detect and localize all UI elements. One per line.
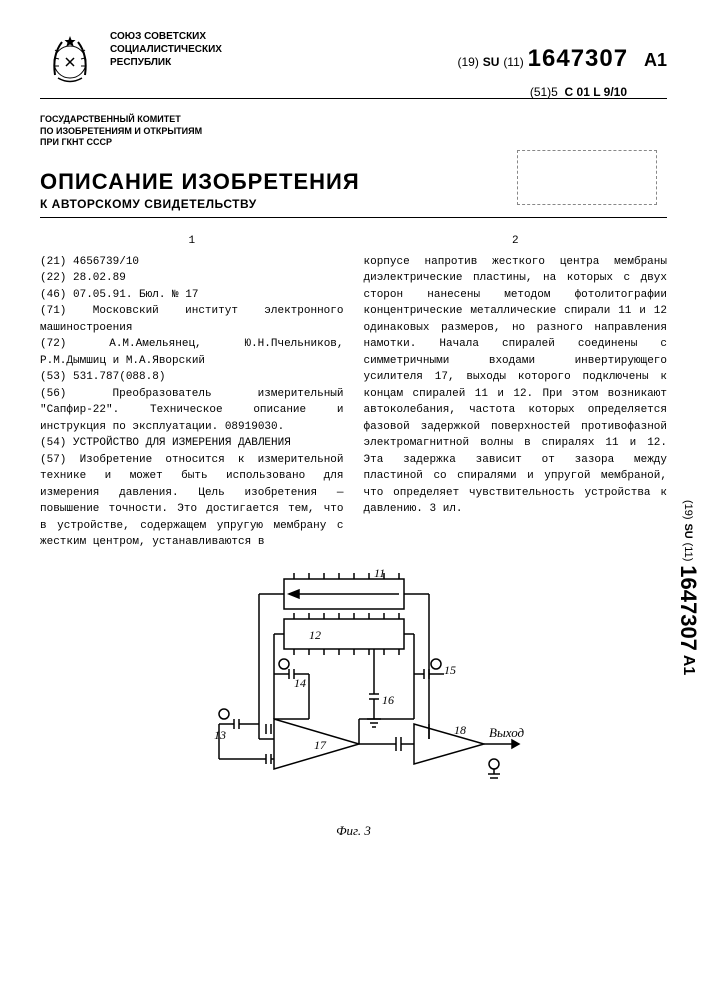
pub-prefix: (19) bbox=[458, 55, 479, 69]
class-code-text: C 01 L 9/10 bbox=[565, 85, 627, 99]
label-13: 13 bbox=[214, 728, 226, 742]
side-prefix: (19) bbox=[682, 500, 694, 520]
column-2: 2 корпусе напротив жесткого центра мембр… bbox=[364, 233, 668, 551]
side-kind: A1 bbox=[680, 655, 697, 675]
class-prefix: (51)5 bbox=[530, 85, 558, 99]
side-publication-code: (19) SU (11) 1647307 A1 bbox=[675, 500, 701, 675]
col2-head: 2 bbox=[364, 233, 668, 250]
output-label: Выход bbox=[489, 725, 525, 740]
side-sub: (11) bbox=[682, 543, 694, 562]
figure-caption: Фиг. 3 bbox=[40, 823, 667, 839]
col1-head: 1 bbox=[40, 233, 344, 250]
label-17: 17 bbox=[314, 738, 327, 752]
pub-kind: A1 bbox=[644, 50, 667, 70]
col2-body: корпусе напротив жесткого центра мембран… bbox=[364, 254, 668, 518]
pub-num: 1647307 bbox=[528, 45, 628, 72]
side-su: SU bbox=[682, 523, 694, 538]
cap-16 bbox=[369, 679, 379, 714]
side-num: 1647307 bbox=[676, 565, 701, 651]
page: СОЮЗ СОВЕТСКИХ СОЦИАЛИСТИЧЕСКИХ РЕСПУБЛИ… bbox=[0, 0, 707, 859]
label-18: 18 bbox=[454, 723, 466, 737]
ussr-emblem-icon bbox=[40, 30, 100, 90]
label-12: 12 bbox=[309, 628, 321, 642]
columns: 1 (21) 4656739/10 (22) 28.02.89 (46) 07.… bbox=[40, 233, 667, 551]
publication-number: (19) SU (11) 1647307 A1 bbox=[458, 45, 667, 73]
cap-13 bbox=[219, 709, 259, 729]
label-16: 16 bbox=[382, 693, 394, 707]
classification-code: (51)5 C 01 L 9/10 bbox=[530, 85, 627, 99]
pub-sub: (11) bbox=[503, 55, 523, 69]
committee-text: ГОСУДАРСТВЕННЫЙ КОМИТЕТ ПО ИЗОБРЕТЕНИЯМ … bbox=[40, 114, 667, 149]
label-15: 15 bbox=[444, 663, 456, 677]
divider bbox=[40, 217, 667, 218]
circuit-diagram-icon: 11 12 13 14 15 16 17 18 Выход bbox=[174, 569, 534, 819]
col1-body: (21) 4656739/10 (22) 28.02.89 (46) 07.05… bbox=[40, 254, 344, 551]
stamp-box bbox=[517, 150, 657, 205]
figure-3: 11 12 13 14 15 16 17 18 Выход Фиг. 3 bbox=[40, 569, 667, 839]
label-14: 14 bbox=[294, 676, 306, 690]
label-11: 11 bbox=[374, 569, 385, 580]
column-1: 1 (21) 4656739/10 (22) 28.02.89 (46) 07.… bbox=[40, 233, 344, 551]
union-text: СОЮЗ СОВЕТСКИХ СОЦИАЛИСТИЧЕСКИХ РЕСПУБЛИ… bbox=[110, 30, 222, 69]
pub-su: SU bbox=[483, 55, 500, 69]
